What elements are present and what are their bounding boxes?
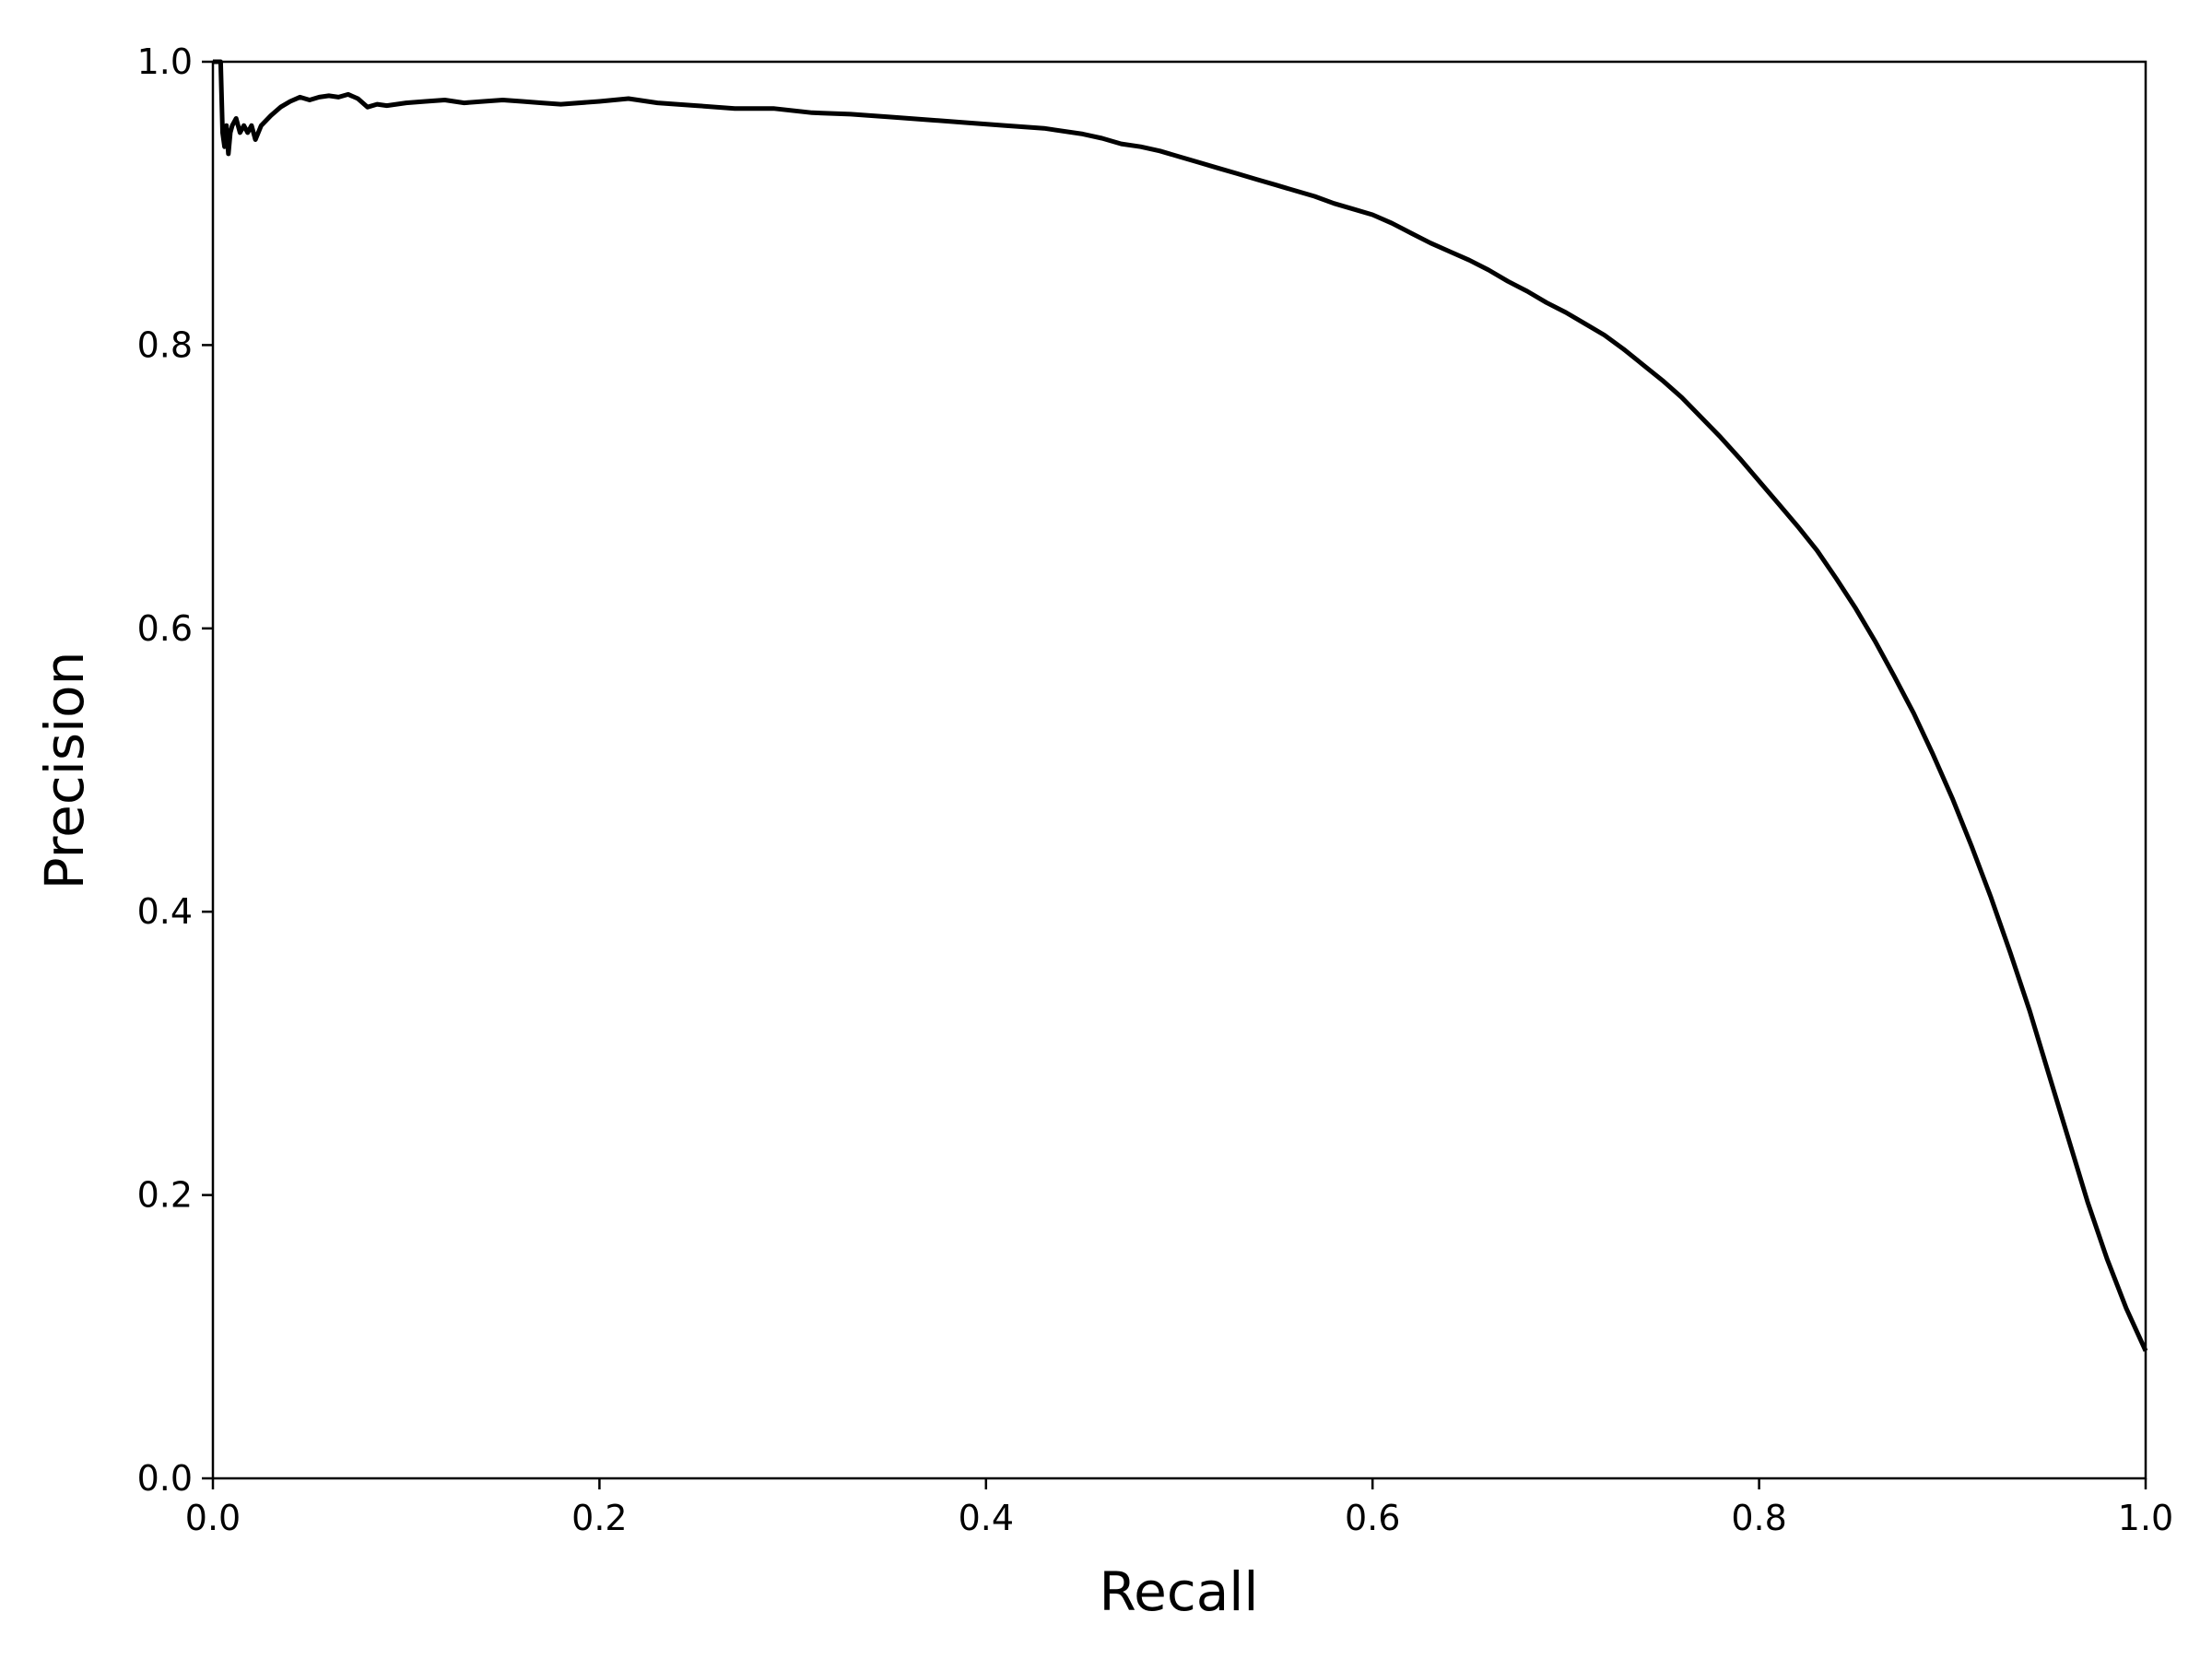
plot-frame xyxy=(211,60,2147,1480)
y-axis: 0.0 0.2 0.4 0.6 0.8 1.0 xyxy=(137,41,213,1499)
x-axis: 0.0 0.2 0.4 0.6 0.8 1.0 xyxy=(185,1478,2173,1538)
x-axis-label: Recall xyxy=(1099,1560,1258,1623)
plot-area xyxy=(213,59,2148,1352)
x-tick-label: 0.4 xyxy=(959,1498,1014,1538)
x-tick-label: 0.2 xyxy=(571,1498,627,1538)
x-tick-label: 0.6 xyxy=(1345,1498,1400,1538)
y-tick-label: 0.2 xyxy=(137,1175,193,1216)
y-axis-label: Precision xyxy=(33,652,96,890)
x-tick-label: 1.0 xyxy=(2118,1498,2173,1538)
y-tick-label: 0.8 xyxy=(137,324,193,365)
y-tick-label: 0.6 xyxy=(137,608,193,649)
y-tick-label: 1.0 xyxy=(137,41,193,82)
y-tick-label: 0.4 xyxy=(137,891,193,932)
precision-recall-curve xyxy=(213,59,2148,1352)
x-tick-label: 0.0 xyxy=(185,1498,241,1538)
x-tick-label: 0.8 xyxy=(1731,1498,1786,1538)
y-tick-label: 0.0 xyxy=(137,1458,193,1499)
